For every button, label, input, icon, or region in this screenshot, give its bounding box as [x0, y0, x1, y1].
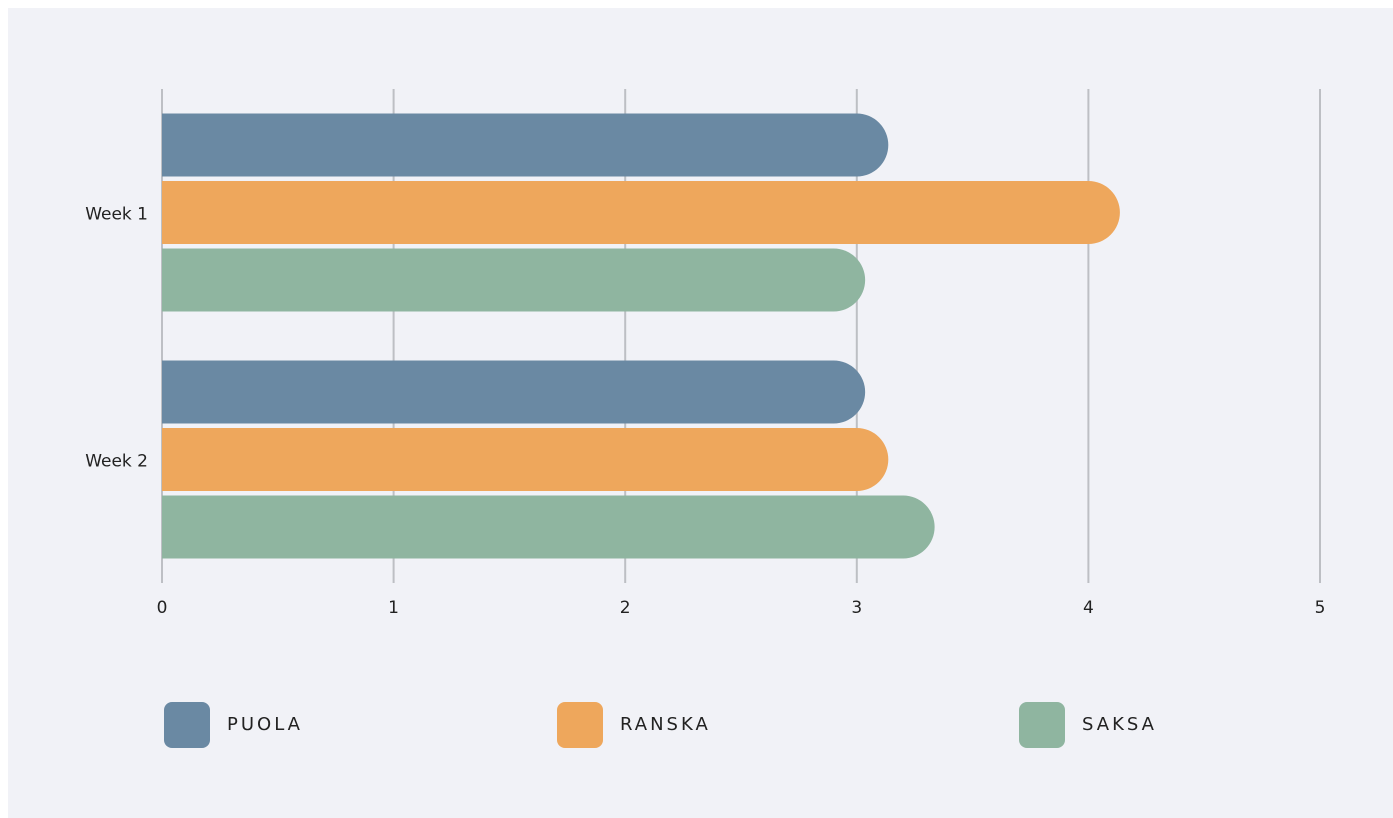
x-tick-label: 2: [620, 598, 631, 618]
legend-label: RANSKA: [620, 714, 711, 735]
bar: [162, 248, 866, 312]
y-tick-label: Week 1: [85, 205, 148, 225]
bar: [162, 495, 935, 559]
y-tick-label: Week 2: [85, 452, 148, 472]
x-tick-label: 0: [157, 598, 168, 618]
legend-swatch: [1019, 702, 1065, 748]
legend-swatch: [164, 702, 210, 748]
x-tick-label: 5: [1315, 598, 1326, 618]
x-tick-label: 3: [851, 598, 862, 618]
bar: [162, 181, 1120, 244]
bar: [162, 360, 866, 424]
legend-swatch: [557, 702, 603, 748]
bar: [162, 428, 889, 491]
x-tick-label: 1: [388, 598, 399, 618]
legend-label: SAKSA: [1082, 714, 1157, 735]
bar: [162, 113, 889, 177]
legend-label: PUOLA: [227, 714, 303, 735]
x-tick-label: 4: [1083, 598, 1094, 618]
